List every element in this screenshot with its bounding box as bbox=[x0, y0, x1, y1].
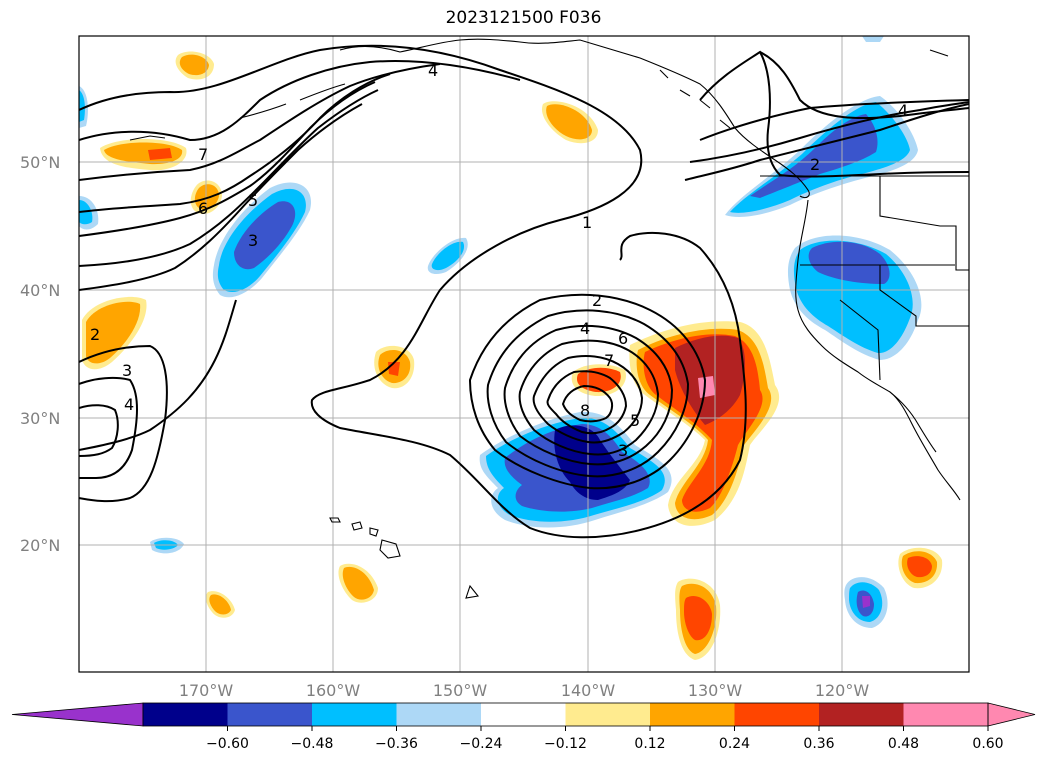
colorbar-segment bbox=[312, 703, 397, 726]
contour-label: 4 bbox=[428, 61, 438, 80]
colorbar-segment bbox=[734, 703, 819, 726]
contour-label: 7 bbox=[198, 145, 208, 164]
contour-label: 4 bbox=[898, 101, 908, 120]
contour-label: 3 bbox=[618, 441, 628, 460]
latitude-labels: 50°N 40°N 30°N 20°N bbox=[20, 153, 60, 555]
colorbar-tick-label: 0.12 bbox=[634, 736, 665, 752]
colorbar-segment bbox=[903, 703, 988, 726]
lon-label: 150°W bbox=[433, 681, 488, 700]
colorbar-tick-label: −0.36 bbox=[375, 736, 418, 752]
lat-label: 30°N bbox=[20, 409, 60, 428]
lat-label: 40°N bbox=[20, 281, 60, 300]
colorbar-segment bbox=[396, 703, 481, 726]
contour-label: 4 bbox=[580, 319, 590, 338]
contour-labels: 1 2 4 6 7 8 5 3 2 3 4 7 6 5 3 4 2 4 bbox=[90, 61, 908, 460]
lon-label: 120°W bbox=[815, 681, 870, 700]
contour-label: 7 bbox=[604, 351, 614, 370]
contour-label: 1 bbox=[582, 213, 592, 232]
coastlines bbox=[129, 38, 969, 599]
contour-label: 3 bbox=[122, 361, 132, 380]
contour-label: 4 bbox=[124, 395, 134, 414]
contour-label: 2 bbox=[90, 325, 100, 344]
contour-label: 6 bbox=[618, 329, 628, 348]
colorbar-segment bbox=[650, 703, 735, 726]
colorbar-tick-label: 0.60 bbox=[972, 736, 1003, 752]
colorbar-tick-label: −0.24 bbox=[460, 736, 503, 752]
colorbar-extend-high bbox=[987, 702, 1036, 727]
lat-label: 50°N bbox=[20, 153, 60, 172]
colorbar-segment bbox=[143, 703, 228, 726]
lon-label: 130°W bbox=[688, 681, 743, 700]
lat-label: 20°N bbox=[20, 536, 60, 555]
lon-label: 170°W bbox=[179, 681, 234, 700]
colorbar-segment bbox=[565, 703, 650, 726]
lon-label: 140°W bbox=[561, 681, 616, 700]
map-frame bbox=[78, 35, 970, 673]
colorbar-segment bbox=[819, 703, 904, 726]
colorbar-tick-label: 0.36 bbox=[803, 736, 834, 752]
contour-label: 8 bbox=[580, 401, 590, 420]
colorbar-tick-label: −0.48 bbox=[291, 736, 334, 752]
colorbar-tick-label: 0.48 bbox=[888, 736, 919, 752]
contour-label: 3 bbox=[248, 231, 258, 250]
lat-lon-grid bbox=[79, 36, 969, 672]
negative-shading bbox=[79, 36, 922, 628]
colorbar-extend-low bbox=[11, 702, 144, 727]
longitude-labels: 170°W 160°W 150°W 140°W 130°W 120°W bbox=[179, 681, 870, 700]
contour-label: 5 bbox=[248, 191, 258, 210]
contour-lines bbox=[79, 44, 969, 539]
colorbar-tick-label: −0.12 bbox=[544, 736, 587, 752]
map-title: 2023121500 F036 bbox=[445, 8, 602, 28]
contour-label: 5 bbox=[630, 411, 640, 430]
colorbar-tick-label: −0.60 bbox=[206, 736, 249, 752]
contour-label: 2 bbox=[810, 155, 820, 174]
colorbar-tick-label: 0.24 bbox=[719, 736, 750, 752]
colorbar: −0.60 −0.48 −0.36 −0.24 −0.12 0.12 0.24 0.36 0.4… bbox=[11, 702, 1036, 752]
contour-label: 2 bbox=[592, 291, 602, 310]
contour-label: 6 bbox=[198, 199, 208, 218]
lon-label: 160°W bbox=[306, 681, 361, 700]
colorbar-segment bbox=[227, 703, 312, 726]
colorbar-segment bbox=[481, 703, 566, 726]
